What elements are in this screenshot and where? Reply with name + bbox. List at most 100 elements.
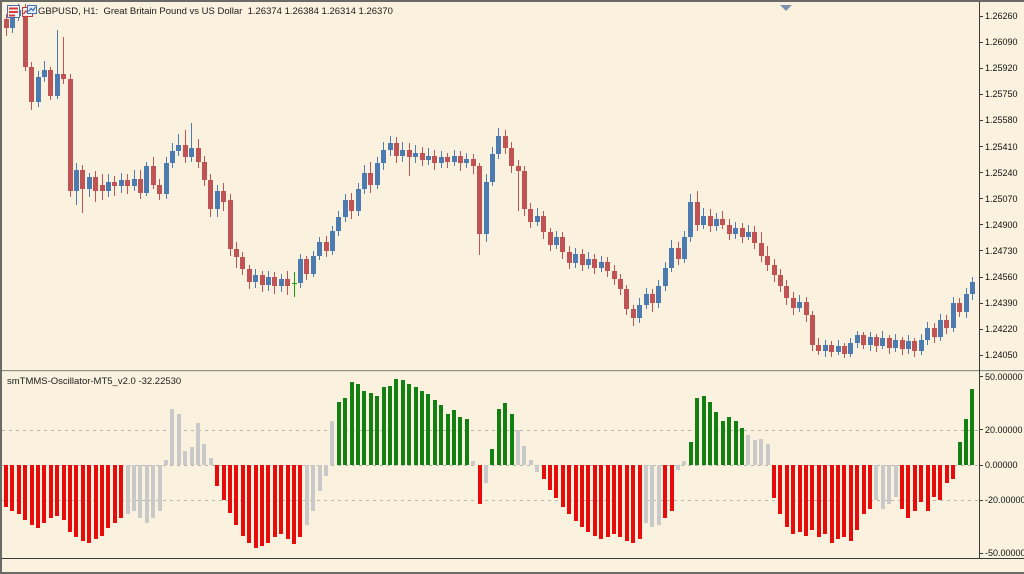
oscillator-bar <box>471 461 476 465</box>
oscillator-bar <box>189 447 194 465</box>
candle <box>163 163 169 195</box>
oscillator-bar <box>746 435 751 465</box>
candle <box>374 163 380 185</box>
oscillator-bar <box>330 420 335 465</box>
oscillator-bar <box>676 465 680 471</box>
price-tick <box>979 15 983 17</box>
oscillator-pane[interactable]: smTMMS-Oscillator-MT5_v2.0 -32.22530 <box>2 372 979 558</box>
candle <box>195 148 201 162</box>
price-label: 1.24390 <box>985 298 1018 309</box>
candle <box>432 155 438 164</box>
candle-wick <box>63 37 65 84</box>
candle <box>944 319 950 328</box>
price-label: 1.24220 <box>985 324 1018 335</box>
osc-axis-label: 0.00000 <box>985 460 1018 470</box>
oscillator-bar <box>394 378 399 465</box>
candle <box>54 74 60 96</box>
oscillator-bar <box>388 385 392 465</box>
main-chart-pane[interactable]: GBPUSD, H1: Great Britain Pound vs US Do… <box>2 2 979 370</box>
candle <box>937 319 943 337</box>
candle <box>73 169 79 191</box>
oscillator-bar <box>420 390 424 465</box>
candle <box>297 258 303 284</box>
oscillator-bar <box>516 429 520 465</box>
oscillator-bar <box>106 465 111 529</box>
candle <box>560 237 566 253</box>
oscillator-bar <box>580 465 584 527</box>
candle <box>265 277 271 285</box>
oscillator-bar <box>708 401 712 465</box>
oscillator-bar <box>567 465 572 515</box>
candle <box>822 344 828 351</box>
oscillator-bar <box>823 465 828 534</box>
candle <box>720 218 726 225</box>
candle <box>656 286 662 304</box>
oscillator-bar <box>644 465 648 524</box>
oscillator-bar <box>253 465 258 548</box>
osc-gridline <box>2 429 979 431</box>
osc-axis-label: 50.00000 <box>985 371 1023 382</box>
oscillator-bar <box>138 465 143 518</box>
oscillator-bar <box>880 465 885 510</box>
candle <box>246 269 252 282</box>
oscillator-bar <box>336 401 341 465</box>
price-label: 1.26090 <box>985 37 1018 48</box>
candle <box>867 336 873 345</box>
oscillator-bar <box>810 465 815 531</box>
oscillator-bar <box>164 459 168 465</box>
candle <box>585 258 591 265</box>
osc-tick <box>979 464 983 466</box>
oscillator-bar <box>778 465 783 515</box>
price-label: 1.26260 <box>985 11 1018 21</box>
osc-tick <box>979 552 983 554</box>
candle <box>758 243 764 256</box>
oscillator-bar <box>234 465 239 525</box>
candle <box>99 184 105 192</box>
oscillator-bar <box>925 465 930 511</box>
oscillator-bar <box>125 465 130 515</box>
oscillator-bar <box>503 403 508 465</box>
candle <box>841 346 847 354</box>
oscillator-bar <box>68 465 72 532</box>
candle <box>598 261 604 268</box>
oscillator-bar <box>74 465 79 538</box>
candle <box>912 341 918 351</box>
time-axis[interactable]: 11 May 202311 May 14:0011 May 22:0012 Ma… <box>2 558 1024 572</box>
oscillator-bar <box>48 465 53 518</box>
chart-shift-marker-icon[interactable] <box>780 5 792 11</box>
oscillator-bar <box>541 465 546 480</box>
candle <box>176 144 182 152</box>
oscillator-bar <box>247 465 252 543</box>
oscillator-bar <box>285 465 290 540</box>
candle <box>470 158 476 167</box>
candle <box>745 232 751 238</box>
oscillator-bar <box>375 396 380 465</box>
osc-gridline <box>2 500 979 502</box>
oscillator-bar <box>170 408 175 465</box>
candle <box>675 247 681 259</box>
candle <box>445 157 451 162</box>
candle <box>694 201 700 225</box>
candle <box>413 152 419 158</box>
chart-window-icon[interactable] <box>22 5 37 17</box>
chart-list-icon[interactable] <box>7 5 20 18</box>
oscillator-bar <box>804 465 808 536</box>
osc-axis-label: -20.00000 <box>985 495 1024 506</box>
oscillator-bar <box>144 465 149 524</box>
oscillator-bar <box>272 465 277 538</box>
candle <box>797 301 803 308</box>
price-tick <box>979 93 983 95</box>
price-axis-line <box>979 2 980 558</box>
oscillator-bar <box>100 465 104 536</box>
oscillator-bar <box>631 465 636 543</box>
oscillator-bar <box>304 465 309 525</box>
candle <box>566 252 572 264</box>
candle <box>48 69 54 96</box>
oscillator-bar <box>381 387 386 465</box>
candle <box>873 336 879 347</box>
price-label: 1.25410 <box>985 141 1018 152</box>
candle <box>310 255 316 274</box>
oscillator-bar <box>400 380 405 465</box>
candle <box>208 180 214 210</box>
pane-separator[interactable] <box>2 370 1024 372</box>
